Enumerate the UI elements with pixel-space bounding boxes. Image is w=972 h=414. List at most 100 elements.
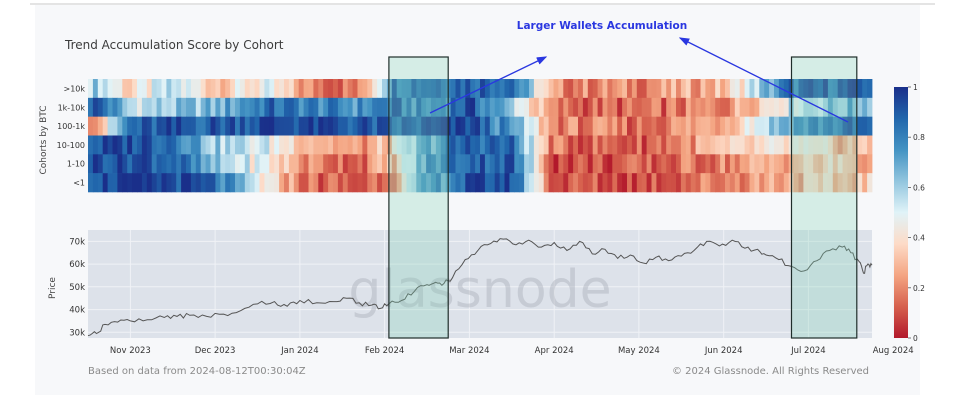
heatmap-cell (764, 97, 770, 117)
heatmap-cell (249, 79, 255, 99)
heatmap-cell (578, 135, 584, 155)
heatmap-cell (391, 97, 398, 117)
heatmap-cell (347, 116, 353, 136)
heatmap-cell (195, 79, 202, 99)
heatmap-cell (553, 173, 559, 193)
heatmap-cell (558, 116, 564, 136)
heatmap-cell (200, 79, 206, 99)
heatmap-cell (499, 135, 505, 155)
heatmap-cell (254, 135, 260, 155)
heatmap-cell (141, 135, 148, 155)
heatmap-cell (837, 173, 843, 193)
heatmap-cell (651, 97, 657, 117)
heatmap-cell (382, 116, 388, 136)
heatmap-cell (827, 97, 834, 117)
heatmap-cell (827, 135, 834, 155)
price-y-tick-label: 50k (69, 283, 85, 293)
heatmap-cell (239, 154, 246, 174)
heatmap-cell (813, 173, 819, 193)
price-y-tick-label: 30k (69, 328, 85, 338)
heatmap-cell (631, 97, 638, 117)
heatmap-cell (514, 154, 520, 174)
heatmap-cell (661, 79, 667, 99)
heatmap-cell (636, 135, 643, 155)
heatmap-cell (754, 135, 760, 155)
heatmap-cell (798, 154, 804, 174)
heatmap-cell (337, 173, 344, 193)
heatmap-cell (357, 116, 363, 136)
heatmap-cell (847, 97, 853, 117)
heatmap-cell (440, 116, 447, 136)
heatmap-cell (509, 173, 515, 193)
colorbar-ticks: 0 0.2 0.4 0.6 0.8 1 (908, 83, 925, 343)
heatmap-y-axis-label: Cohorts by BTC (39, 105, 49, 174)
heatmap-cell (386, 79, 393, 99)
heatmap-cell (754, 173, 760, 193)
heatmap-cell (195, 116, 202, 136)
heatmap-cell (92, 154, 99, 174)
heatmap-cell (710, 135, 716, 155)
heatmap-cell (431, 135, 437, 155)
heatmap-cell (592, 154, 598, 174)
heatmap-cell (431, 173, 437, 193)
heatmap-cell (617, 97, 623, 117)
heatmap-cell (200, 97, 206, 117)
heatmap-cell (470, 135, 476, 155)
heatmap-cell (235, 173, 241, 193)
price-x-tick-label: Mar 2024 (449, 346, 489, 356)
heatmap-cell (680, 154, 687, 174)
heatmap-cell (176, 97, 182, 117)
heatmap-cell (818, 79, 824, 99)
heatmap-cell (239, 97, 246, 117)
heatmap-cell (862, 79, 868, 99)
heatmap-cell (318, 173, 324, 193)
heatmap-cell (651, 135, 657, 155)
heatmap-cell (205, 116, 211, 136)
heatmap-cell (396, 79, 402, 99)
heatmap-cell (729, 97, 736, 117)
heatmap-cell (582, 135, 589, 155)
heatmap-cell (146, 154, 153, 174)
heatmap-cell (318, 97, 324, 117)
heatmap-cell (382, 135, 388, 155)
heatmap-cell (352, 79, 358, 99)
heatmap-cell (778, 154, 785, 174)
heatmap-cell (764, 173, 770, 193)
heatmap-cell (529, 135, 535, 155)
heatmap-cell (813, 97, 819, 117)
heatmap-cell (127, 116, 133, 136)
heatmap-cell (465, 79, 471, 99)
heatmap-cell (631, 135, 638, 155)
heatmap-cell (803, 173, 809, 193)
heatmap-cell (230, 135, 236, 155)
heatmap-cell (308, 97, 314, 117)
heatmap-cell (151, 173, 157, 193)
heatmap-cell (450, 154, 456, 174)
heatmap-cell (636, 154, 643, 174)
heatmap-cell (715, 97, 721, 117)
heatmap-cell (617, 154, 623, 174)
heatmap-cell (190, 97, 197, 117)
heatmap-cell (205, 79, 211, 99)
heatmap-cell (587, 154, 594, 174)
heatmap-cell (151, 116, 157, 136)
heatmap-cell (578, 97, 584, 117)
heatmap-cell (264, 79, 270, 99)
heatmap-cell (548, 97, 554, 117)
heatmap-cell (494, 173, 500, 193)
heatmap-cell (587, 173, 594, 193)
heatmap-cell (132, 116, 138, 136)
heatmap-cell (533, 135, 540, 155)
heatmap-cell (734, 97, 741, 117)
heatmap-cell (798, 135, 804, 155)
heatmap-cell (798, 97, 804, 117)
price-x-ticks: Nov 2023 Dec 2023 Jan 2024 Feb 2024 Mar 2024… (110, 346, 914, 356)
heatmap-cell (720, 154, 726, 174)
heatmap-cell (337, 135, 344, 155)
heatmap-cell (524, 97, 530, 117)
heatmap-cell (431, 154, 437, 174)
heatmap-cell (842, 116, 848, 136)
heatmap-cell (504, 79, 510, 99)
heatmap-cell (764, 154, 770, 174)
heatmap-cell (548, 154, 554, 174)
